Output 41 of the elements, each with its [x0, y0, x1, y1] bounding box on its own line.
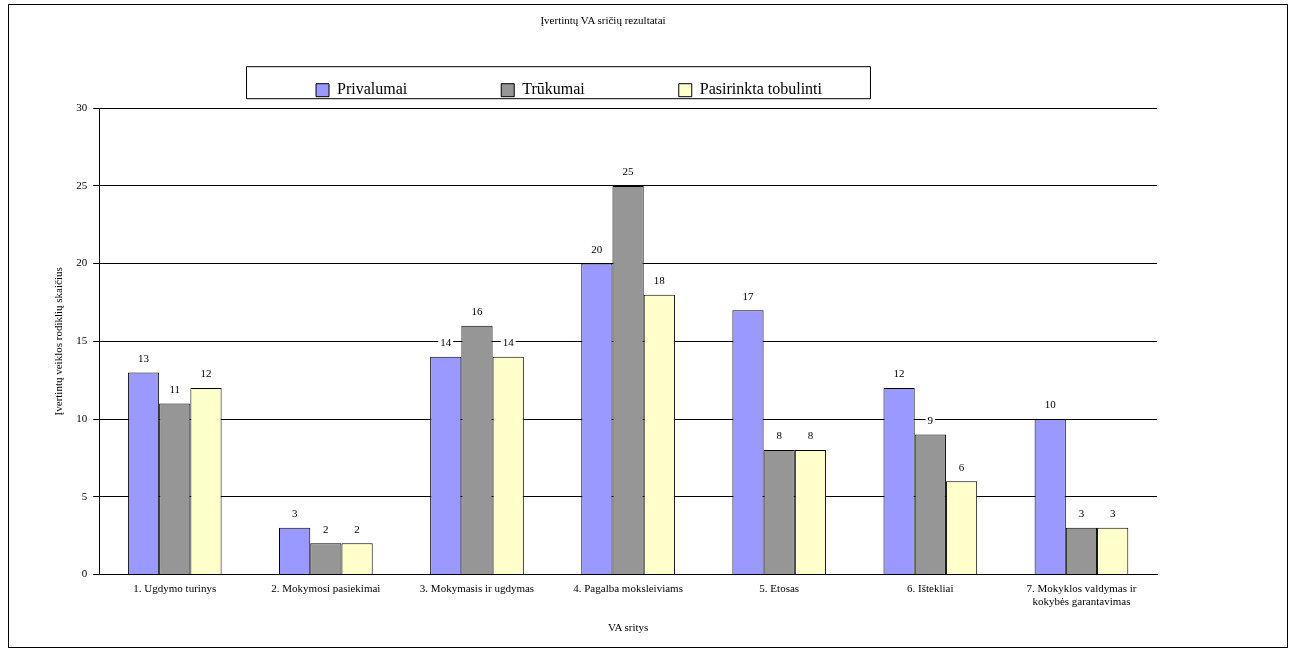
data-label: 14 [440, 336, 452, 349]
data-label: 18 [653, 274, 666, 287]
data-label: 13 [138, 351, 150, 364]
x-tick-label: 7. Mokyklos valdymas ir kokybės garantavimas [1026, 581, 1137, 608]
data-label: 10 [1044, 398, 1057, 411]
data-label: 12 [893, 367, 905, 380]
x-tick-label: 3. Mokymasis ir ugdymas [419, 581, 535, 594]
y-axis-title: Įvertintų veiklos rodiklių skaičius [52, 267, 65, 416]
y-tick-label: 10 [76, 411, 88, 424]
data-label: 8 [776, 429, 783, 442]
data-label: 25 [622, 165, 635, 178]
data-label: 12 [200, 367, 212, 380]
x-tick-label: 4. Pagalba moksleiviams [573, 581, 683, 594]
data-label: 17 [742, 289, 754, 302]
legend-label: Pasirinkta tobulinti [699, 80, 890, 98]
data-label: 2 [323, 522, 329, 535]
data-label: 6 [958, 460, 965, 473]
data-label: 14 [502, 336, 515, 349]
data-label: 3 [1109, 507, 1116, 520]
y-tick-label: 25 [76, 178, 88, 191]
legend-label: Privalumai [337, 80, 476, 98]
data-label: 9 [927, 413, 934, 426]
y-tick-label: 15 [76, 334, 88, 347]
y-tick-label: 20 [76, 256, 88, 269]
data-label: 2 [354, 522, 360, 535]
data-label: 8 [807, 429, 814, 442]
x-tick-label: 2. Mokymosi pasiekimai [271, 581, 381, 594]
x-tick-label: 5. Etosas [759, 581, 800, 594]
data-label: 20 [591, 242, 603, 255]
y-tick-label: 5 [81, 489, 88, 502]
y-tick-label: 30 [76, 101, 88, 114]
chart-title: Įvertintų VA sričių rezultatai [540, 14, 666, 27]
data-label: 3 [291, 507, 298, 520]
x-axis-title: VA sritys [607, 621, 649, 634]
y-tick-label: 0 [81, 567, 88, 580]
data-label: 11 [169, 382, 181, 395]
data-label: 3 [1078, 507, 1085, 520]
data-label: 16 [471, 305, 483, 318]
x-tick-label: 1. Ugdymo turinys [133, 581, 217, 594]
x-tick-label: 6. Ištekliai [907, 581, 954, 594]
legend-label: Trūkumai [522, 80, 653, 98]
